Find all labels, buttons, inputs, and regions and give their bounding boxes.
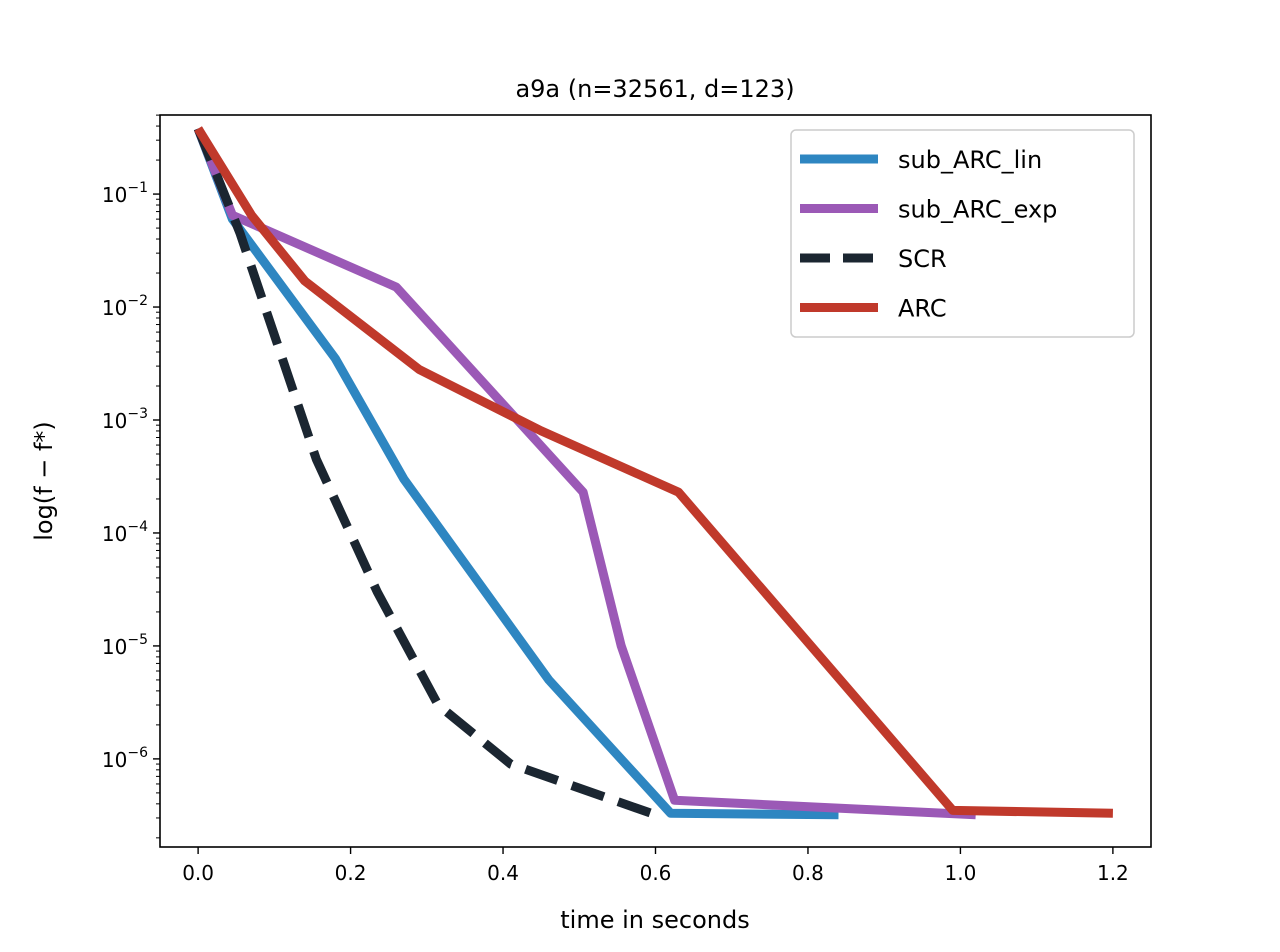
x-axis-ticks: 0.0 0.2 0.4 0.6 0.8 1.0 1.2 [182,847,1129,885]
y-tick-label: 10−3 [102,406,148,433]
legend-label: ARC [898,295,947,323]
legend-label: sub_ARC_lin [898,146,1042,174]
x-tick-label: 1.0 [945,861,977,885]
series-line-sub-arc-exp [193,126,976,820]
legend: sub_ARC_lin sub_ARC_exp SCR ARC [790,129,1135,338]
series-line-scr [193,126,657,820]
x-tick-label: 0.8 [792,861,824,885]
x-tick-label: 0.0 [182,861,214,885]
y-axis-ticks: 10−1 10−2 10−3 10−4 10−5 10−6 [102,114,160,839]
legend-label: SCR [898,245,947,273]
chart-title: a9a (n=32561, d=123) [515,75,794,103]
y-tick-label: 10−1 [102,180,148,207]
y-tick-label: 10−5 [102,632,148,659]
series-layer [193,126,1113,820]
x-axis-label: time in seconds [560,906,749,934]
y-axis-label: log(f − f*) [30,421,58,541]
x-tick-label: 0.4 [487,861,519,885]
legend-label: sub_ARC_exp [898,196,1057,224]
x-tick-label: 0.6 [640,861,672,885]
y-tick-label: 10−6 [102,745,148,772]
legend-box [790,129,1135,338]
y-tick-label: 10−4 [102,519,148,546]
x-tick-label: 0.2 [335,861,367,885]
x-tick-label: 1.2 [1097,861,1129,885]
series-line-arc [194,126,1113,818]
y-tick-label: 10−2 [102,293,148,320]
